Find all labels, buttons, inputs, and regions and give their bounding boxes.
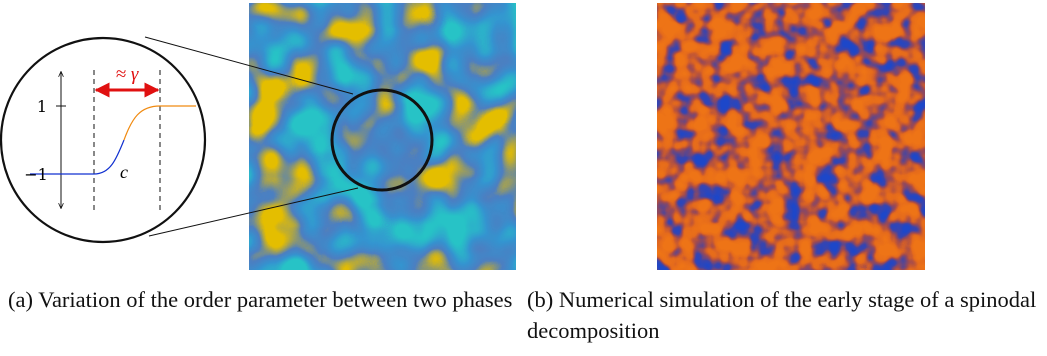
phase-field-image-late	[249, 3, 516, 270]
inset-circle	[0, 36, 207, 244]
zoom-inset-diagram: 1 −1 c ≈ γ	[0, 36, 434, 244]
connector-line-bottom	[148, 187, 359, 237]
profile-curve-low	[30, 139, 125, 175]
zoom-target-circle	[330, 88, 434, 192]
width-label: ≈ γ	[116, 64, 139, 85]
tick-label-1: 1	[37, 97, 47, 116]
profile-curve-high	[123, 105, 196, 141]
tick-label-minus-1: −1	[24, 165, 48, 184]
phase-field-image-early	[657, 3, 925, 270]
caption-b: (b) Numerical simulation of the early st…	[527, 287, 1037, 343]
interface-label: c	[120, 162, 128, 182]
caption-a: (a) Variation of the order parameter bet…	[8, 287, 513, 312]
connector-line-top	[144, 36, 354, 95]
